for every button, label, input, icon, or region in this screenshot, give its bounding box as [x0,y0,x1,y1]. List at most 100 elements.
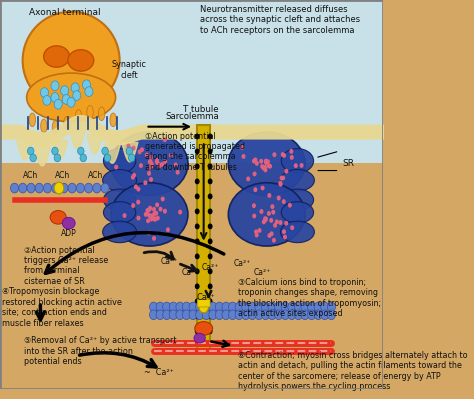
Circle shape [195,283,200,289]
Text: T tubule: T tubule [182,105,218,114]
Ellipse shape [228,183,305,246]
Circle shape [261,186,264,190]
Circle shape [182,302,191,312]
Circle shape [274,302,283,312]
Circle shape [255,310,263,320]
Circle shape [254,158,257,162]
Text: ①Action potential
generated is propagated
along the sarcolemma
and downthe T tub: ①Action potential generated is propagate… [146,132,246,172]
Circle shape [294,302,302,312]
Circle shape [189,310,197,320]
Circle shape [208,298,212,304]
Circle shape [208,269,212,274]
Circle shape [145,152,149,157]
Circle shape [19,183,27,193]
Circle shape [259,209,264,214]
Circle shape [242,310,250,320]
Circle shape [136,200,140,205]
FancyBboxPatch shape [0,0,383,163]
Circle shape [137,187,140,192]
Circle shape [208,239,212,244]
Circle shape [178,209,182,215]
Text: ACh: ACh [88,170,103,180]
Circle shape [158,207,163,211]
Circle shape [195,178,200,184]
Circle shape [52,183,60,193]
Circle shape [44,183,52,193]
Circle shape [255,161,259,166]
Circle shape [208,148,212,154]
Circle shape [242,302,250,312]
Circle shape [27,183,35,193]
Circle shape [202,302,210,312]
Circle shape [267,164,271,168]
Circle shape [208,134,212,139]
Circle shape [241,154,246,159]
Circle shape [254,229,258,234]
Circle shape [264,160,268,165]
Circle shape [281,310,289,320]
Circle shape [288,203,292,207]
Circle shape [80,154,86,162]
Circle shape [114,165,118,170]
Circle shape [284,169,289,174]
Circle shape [147,231,151,235]
Circle shape [54,182,64,194]
Circle shape [68,183,76,193]
Circle shape [62,95,70,104]
Circle shape [155,202,159,207]
Circle shape [268,302,276,312]
Circle shape [262,310,270,320]
Circle shape [255,302,263,312]
Circle shape [153,216,157,221]
Circle shape [222,310,230,320]
Circle shape [152,216,155,221]
Circle shape [267,211,271,216]
Circle shape [235,310,243,320]
Circle shape [262,302,270,312]
Circle shape [215,310,223,320]
Circle shape [67,97,75,107]
Circle shape [146,208,149,213]
Circle shape [208,328,212,334]
Ellipse shape [75,110,82,123]
Circle shape [166,227,170,232]
Circle shape [235,302,243,312]
Circle shape [127,144,130,148]
Circle shape [262,166,265,170]
Circle shape [208,253,212,259]
Circle shape [196,310,204,320]
Circle shape [209,302,217,312]
Circle shape [281,302,289,312]
Text: ⑥Contraction; myosin cross bridges alternately attach to
actin and detach, pulli: ⑥Contraction; myosin cross bridges alter… [238,351,468,391]
Ellipse shape [110,113,117,127]
Circle shape [264,160,268,165]
Text: ④Tropomyosin blockage
restored blocking actin active
site; contraction ends and
: ④Tropomyosin blockage restored blocking … [1,288,121,328]
Circle shape [195,134,200,139]
Circle shape [51,81,59,91]
Ellipse shape [23,12,119,109]
Text: ③Calcium ions bind to troponin;
troponin changes shape, removing
the blocking ac: ③Calcium ions bind to troponin; troponin… [238,278,382,318]
Circle shape [40,88,48,97]
Circle shape [102,147,108,155]
Circle shape [150,162,154,166]
Circle shape [259,159,263,164]
Circle shape [263,165,267,170]
Ellipse shape [281,202,314,223]
Circle shape [290,155,294,160]
Circle shape [288,310,296,320]
Circle shape [154,211,158,216]
Circle shape [252,213,256,218]
Circle shape [263,216,267,221]
Circle shape [156,310,164,320]
Circle shape [228,302,237,312]
Circle shape [290,225,294,230]
Ellipse shape [64,117,70,130]
Circle shape [253,172,256,176]
Circle shape [294,163,298,168]
Circle shape [140,147,144,152]
Circle shape [271,210,275,215]
Circle shape [257,228,262,233]
Circle shape [288,302,296,312]
FancyBboxPatch shape [197,125,210,349]
Circle shape [208,164,212,169]
